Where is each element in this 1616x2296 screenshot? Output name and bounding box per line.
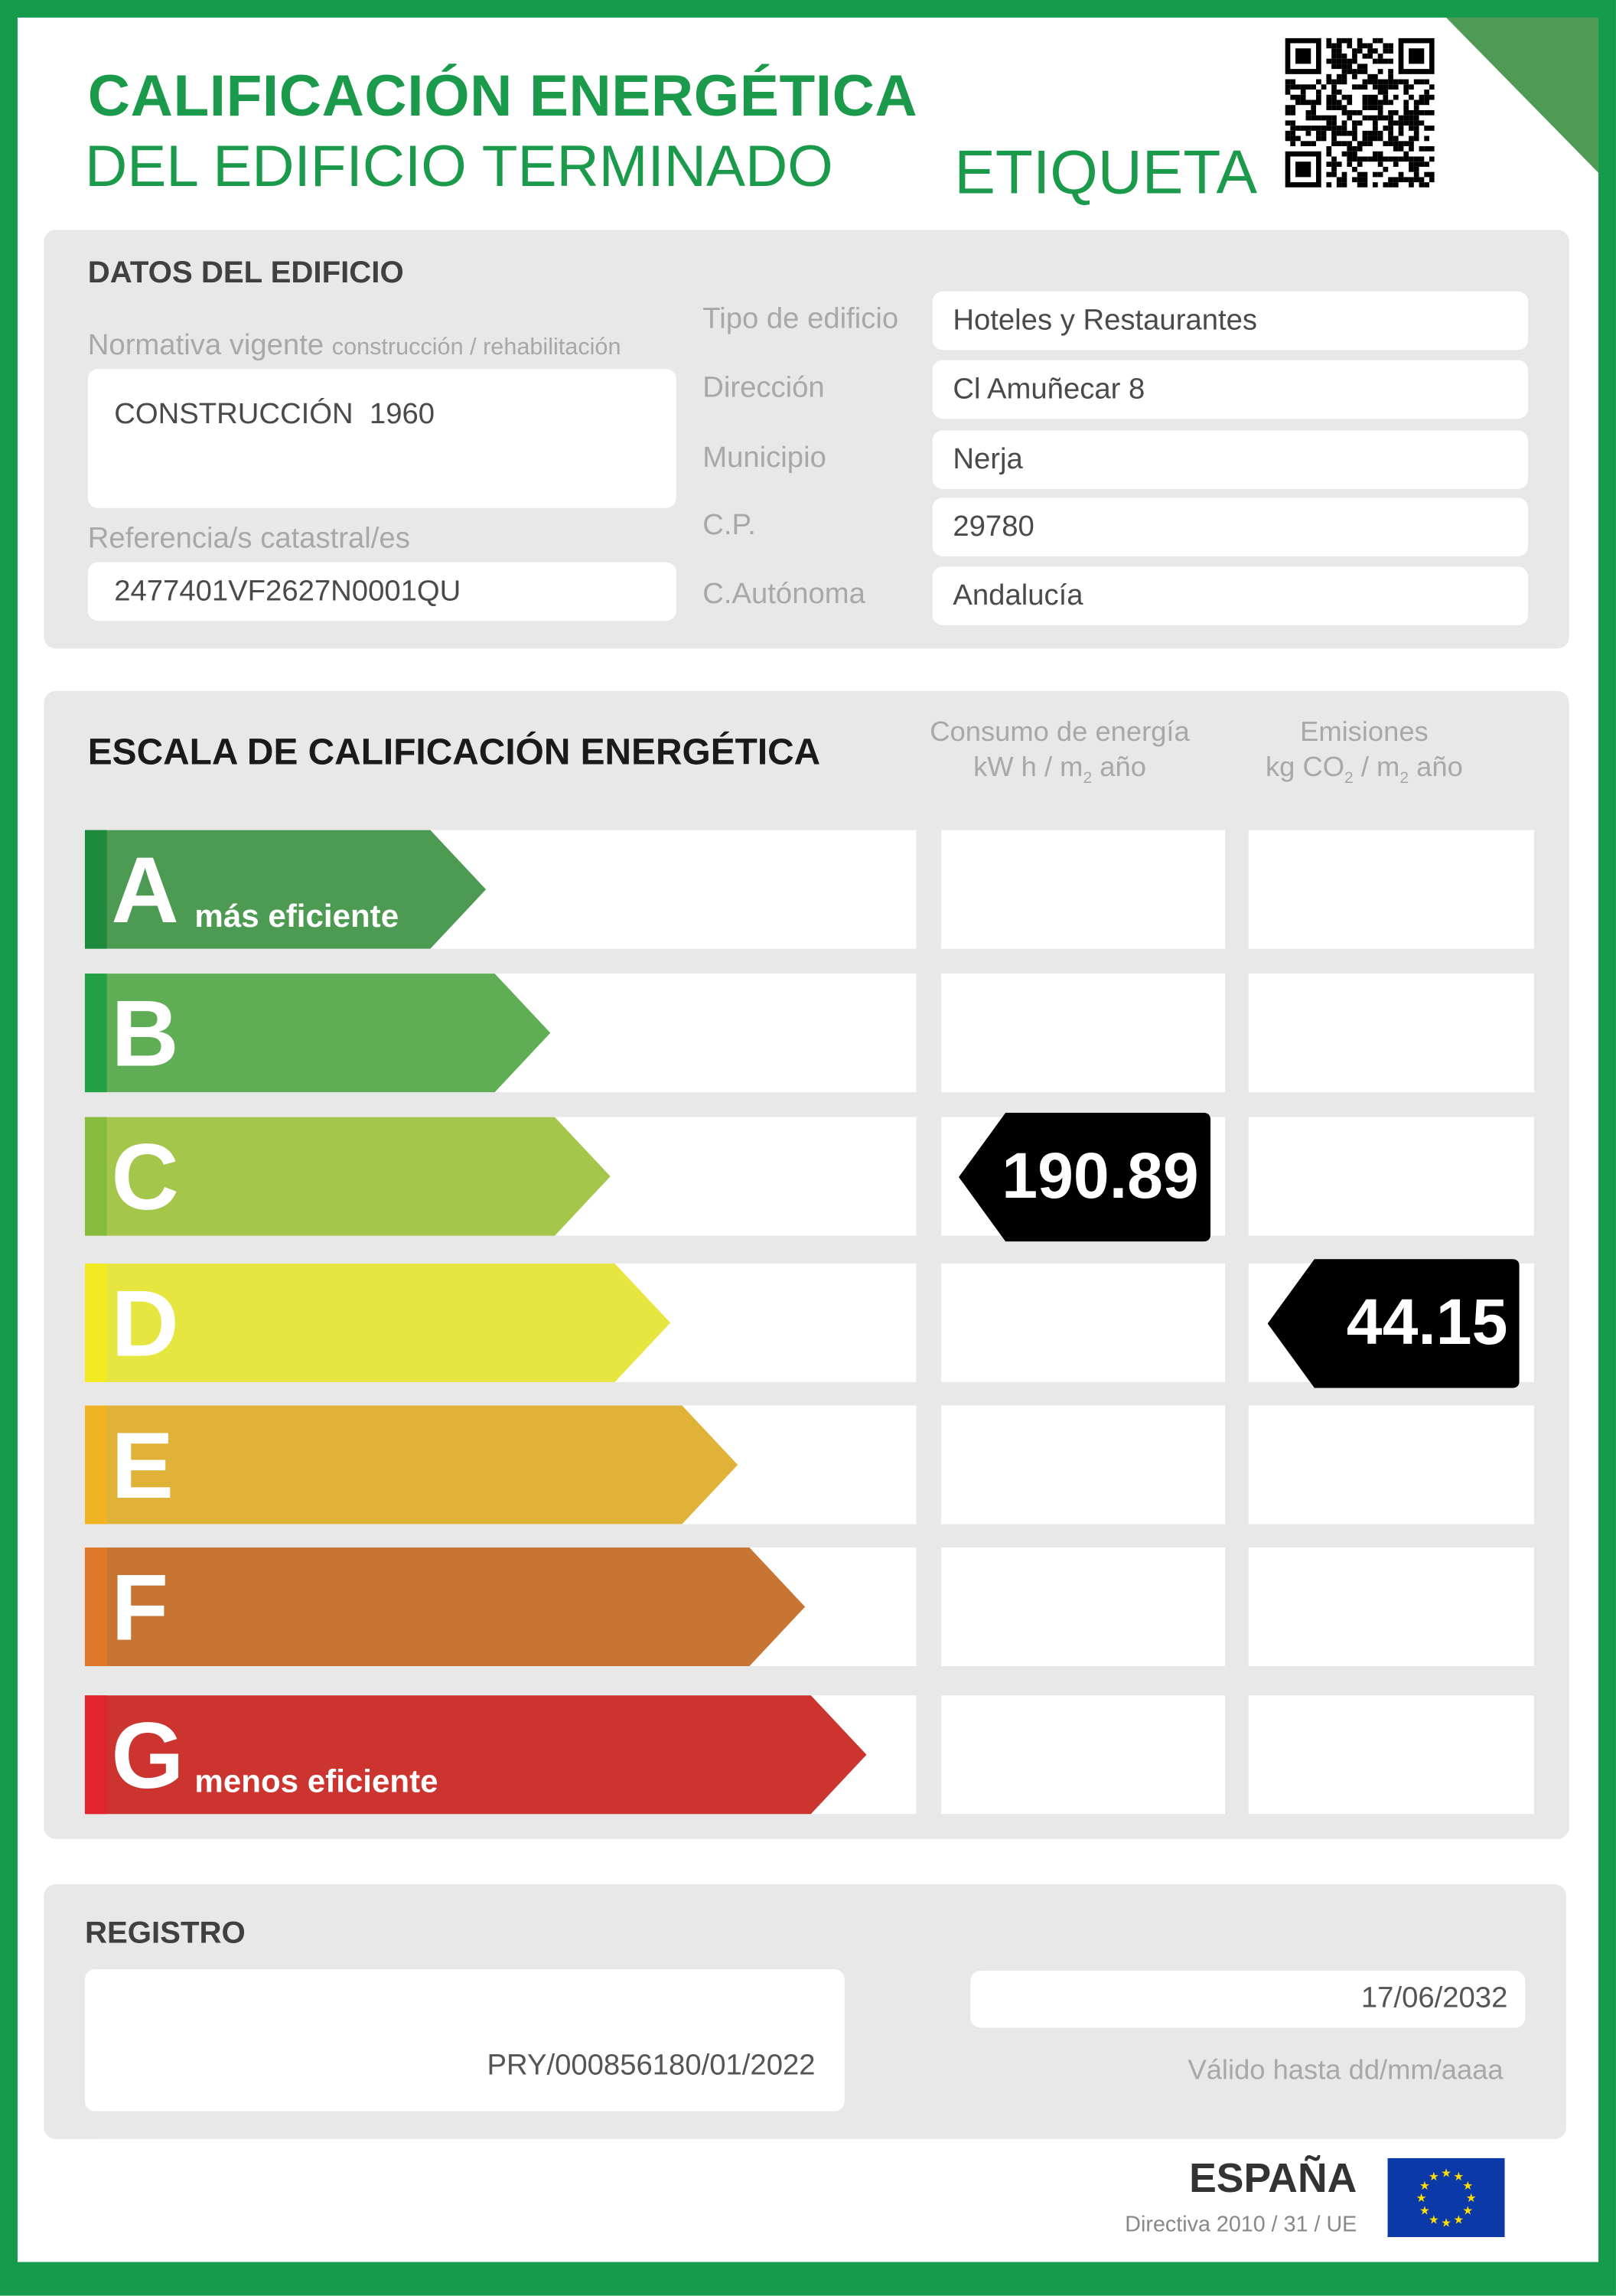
directive-label: Directiva 2010 / 31 / UE bbox=[1125, 2212, 1357, 2238]
field-label: C.Autónoma bbox=[702, 578, 865, 611]
energy-scale-panel: ESCALA DE CALIFICACIÓN ENERGÉTICA Consum… bbox=[44, 690, 1569, 1839]
field-value: Hoteles y Restaurantes bbox=[932, 291, 1529, 351]
country-label: ESPAÑA bbox=[1189, 2154, 1357, 2201]
emissions-column-title: Emisiones bbox=[1300, 717, 1429, 748]
energy-cell bbox=[941, 1405, 1226, 1525]
svg-text:★: ★ bbox=[1416, 2192, 1427, 2205]
energy-column-header: Consumo de energía kW h / m2 año bbox=[899, 716, 1221, 796]
field-label: Dirección bbox=[702, 371, 825, 404]
field-label: C.P. bbox=[702, 509, 756, 542]
class-letter: G bbox=[111, 1702, 184, 1808]
class-letter: D bbox=[111, 1270, 179, 1377]
catastral-value: 2477401VF2627N0001QU bbox=[87, 562, 676, 621]
class-letter: E bbox=[111, 1413, 174, 1518]
class-letter: A bbox=[111, 837, 179, 943]
class-sublabel: menos eficiente bbox=[194, 1763, 438, 1800]
emissions-cell bbox=[1248, 974, 1534, 1093]
svg-text:★: ★ bbox=[1462, 2204, 1473, 2217]
registro-heading: REGISTRO bbox=[84, 1916, 246, 1951]
energy-column-title: Consumo de energía bbox=[930, 717, 1190, 748]
energy-rating-badge-value: 190.89 bbox=[1002, 1140, 1199, 1212]
class-arrow-f: F bbox=[84, 1548, 806, 1666]
class-arrow-c: C bbox=[84, 1117, 611, 1236]
registro-number: PRY/000856180/01/2022 bbox=[487, 2050, 816, 2082]
catastral-label: Referencia/s catastral/es bbox=[87, 522, 410, 556]
energy-cell bbox=[941, 1695, 1226, 1815]
normativa-label-text: Normativa vigente bbox=[87, 329, 324, 362]
class-arrow-b: B bbox=[84, 974, 551, 1093]
valid-date: 17/06/2032 bbox=[970, 1970, 1526, 2028]
field-value: 29780 bbox=[932, 497, 1529, 556]
svg-text:★: ★ bbox=[1462, 2180, 1473, 2193]
emissions-column-unit: kg CO2 / m2 año bbox=[1265, 752, 1463, 788]
class-arrow-g: G menos eficiente bbox=[84, 1695, 867, 1815]
field-value: Nerja bbox=[932, 430, 1529, 489]
etiqueta-label: ETIQUETA bbox=[954, 137, 1258, 207]
svg-text:★: ★ bbox=[1441, 2167, 1451, 2180]
class-arrow-e: E bbox=[84, 1405, 738, 1525]
energy-column-unit: kW h / m2 año bbox=[973, 752, 1146, 788]
building-data-panel: DATOS DEL EDIFICIO Normativa vigente con… bbox=[44, 230, 1569, 649]
emissions-cell bbox=[1248, 830, 1534, 949]
normativa-sublabel: construcción / rehabilitación bbox=[331, 335, 621, 360]
corner-triangle bbox=[1446, 17, 1598, 173]
emissions-cell bbox=[1248, 1117, 1534, 1236]
svg-text:★: ★ bbox=[1453, 2213, 1464, 2226]
svg-text:★: ★ bbox=[1466, 2192, 1477, 2205]
class-letter: F bbox=[111, 1554, 169, 1661]
class-letter: C bbox=[111, 1124, 179, 1230]
energy-cell bbox=[941, 1548, 1226, 1666]
class-arrow-a: A más eficiente bbox=[84, 830, 487, 949]
field-label: Tipo de edificio bbox=[702, 302, 899, 336]
energy-cell bbox=[941, 1263, 1226, 1382]
svg-text:★: ★ bbox=[1441, 2217, 1451, 2230]
svg-text:★: ★ bbox=[1419, 2180, 1430, 2193]
energy-rating-badge: 190.89 bbox=[959, 1112, 1211, 1242]
field-label: Municipio bbox=[702, 442, 826, 475]
normativa-value: CONSTRUCCIÓN 1960 bbox=[87, 369, 676, 508]
title-line2: DEL EDIFICIO TERMINADO bbox=[84, 134, 833, 200]
energy-cell bbox=[941, 830, 1226, 949]
normativa-label: Normativa vigente construcción / rehabil… bbox=[88, 329, 621, 363]
emissions-rating-badge: 44.15 bbox=[1267, 1259, 1520, 1388]
label-sheet: CALIFICACIÓN ENERGÉTICA DEL EDIFICIO TER… bbox=[17, 17, 1598, 2262]
emissions-column-header: Emisiones kg CO2 / m2 año bbox=[1203, 716, 1525, 796]
emissions-cell bbox=[1248, 1695, 1534, 1815]
emissions-rating-badge-value: 44.15 bbox=[1346, 1287, 1508, 1359]
class-arrow-d: D bbox=[84, 1263, 671, 1382]
eu-flag-icon: ★ ★★★★★★★★★★★ bbox=[1387, 2157, 1505, 2238]
qr-code-icon bbox=[1285, 38, 1435, 188]
svg-text:★: ★ bbox=[1453, 2170, 1464, 2183]
registro-panel: REGISTRO PRY/000856180/01/2022 17/06/203… bbox=[44, 1884, 1566, 2139]
svg-text:★: ★ bbox=[1419, 2204, 1430, 2217]
svg-text:★: ★ bbox=[1429, 2170, 1439, 2183]
emissions-cell bbox=[1248, 1548, 1534, 1666]
valid-until-label: Válido hasta dd/mm/aaaa bbox=[1188, 2055, 1504, 2087]
class-sublabel: más eficiente bbox=[194, 897, 399, 934]
emissions-cell bbox=[1248, 1405, 1534, 1525]
energy-cell bbox=[941, 974, 1226, 1093]
registro-number-box: PRY/000856180/01/2022 bbox=[84, 1968, 845, 2112]
field-value: Andalucía bbox=[932, 566, 1529, 625]
title-line1: CALIFICACIÓN ENERGÉTICA bbox=[87, 64, 918, 129]
building-heading: DATOS DEL EDIFICIO bbox=[87, 256, 404, 290]
field-value: Cl Amuñecar 8 bbox=[932, 360, 1529, 419]
scale-heading: ESCALA DE CALIFICACIÓN ENERGÉTICA bbox=[87, 732, 821, 774]
class-letter: B bbox=[111, 980, 179, 1087]
svg-text:★: ★ bbox=[1429, 2213, 1439, 2226]
